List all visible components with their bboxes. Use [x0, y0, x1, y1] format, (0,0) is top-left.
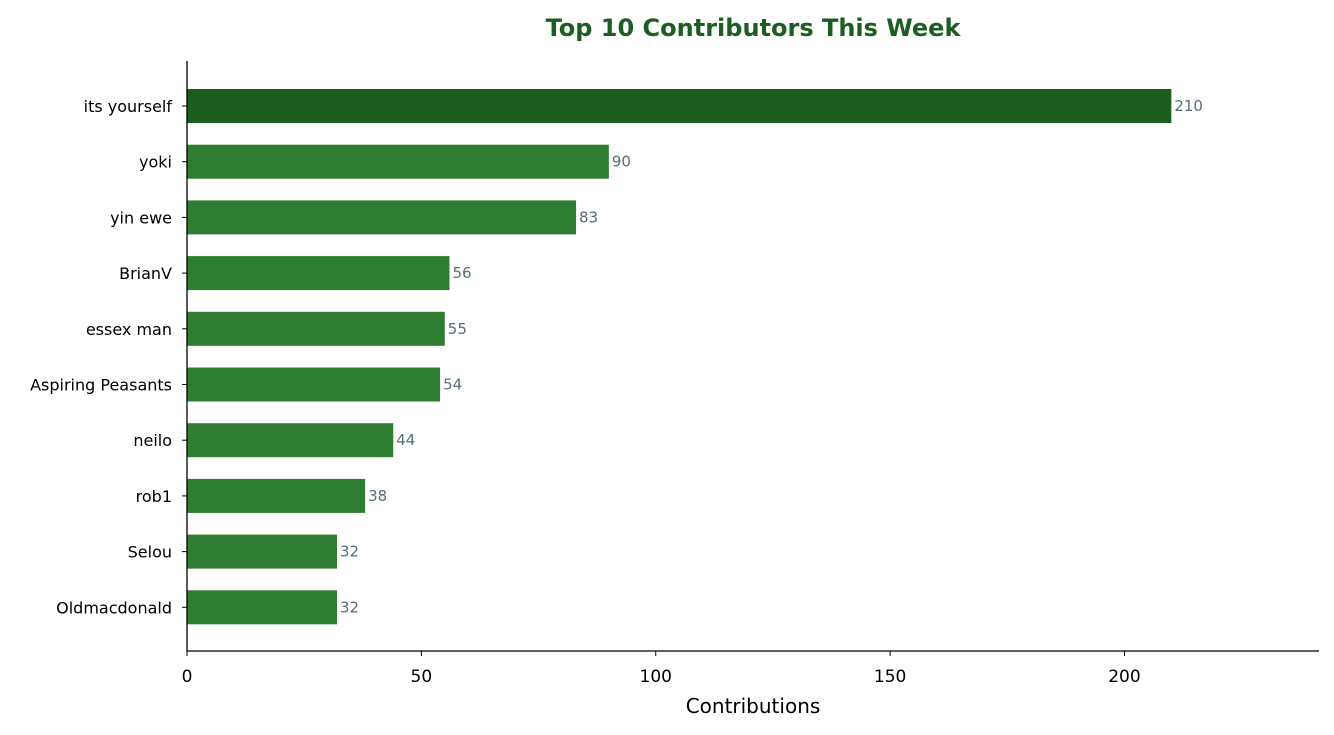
- data-label: 56: [452, 264, 471, 282]
- data-label: 55: [448, 320, 467, 338]
- y-tick-label: Oldmacdonald: [56, 598, 172, 617]
- y-tick-label: essex man: [86, 320, 172, 339]
- chart-title: Top 10 Contributors This Week: [546, 14, 962, 42]
- x-axis-label: Contributions: [686, 694, 821, 718]
- bars-layer: [187, 89, 1172, 625]
- y-tick-label: neilo: [133, 431, 172, 450]
- x-tick-label: 200: [1108, 667, 1140, 687]
- bar: [187, 367, 441, 402]
- bar: [187, 200, 577, 235]
- bar: [187, 478, 366, 513]
- y-tick-label: yoki: [139, 153, 172, 172]
- x-tick-label: 0: [182, 667, 193, 687]
- data-label: 83: [579, 208, 598, 226]
- data-label: 54: [443, 376, 462, 394]
- x-tick-label: 150: [874, 667, 906, 687]
- bar: [187, 590, 337, 625]
- y-tick-label: yin ewe: [110, 208, 172, 227]
- y-tick-label: BrianV: [119, 264, 172, 283]
- bar: [187, 144, 609, 179]
- y-axis-ticks: its yourself yoki yin ewe BrianV essex man As…: [30, 97, 187, 617]
- bar: [187, 423, 394, 458]
- y-tick-label: Selou: [128, 543, 172, 562]
- y-tick-label: its yourself: [84, 97, 173, 116]
- data-label: 44: [396, 431, 415, 449]
- x-tick-label: 100: [640, 667, 672, 687]
- bar: [187, 89, 1172, 123]
- data-label: 210: [1174, 97, 1203, 115]
- data-label: 38: [368, 487, 387, 505]
- x-axis-ticks: 0 50 100 150 200: [182, 651, 1141, 687]
- x-tick-label: 50: [411, 667, 433, 687]
- y-tick-label: Aspiring Peasants: [30, 376, 172, 395]
- y-tick-label: rob1: [136, 487, 172, 506]
- bar: [187, 311, 445, 346]
- data-label: 90: [612, 153, 631, 171]
- bar: [187, 256, 450, 291]
- bar: [187, 534, 337, 569]
- data-label: 32: [340, 543, 359, 561]
- data-label: 32: [340, 598, 359, 616]
- data-labels-layer: 210 90 83 56 55 54 44 38 32 32: [340, 97, 1203, 616]
